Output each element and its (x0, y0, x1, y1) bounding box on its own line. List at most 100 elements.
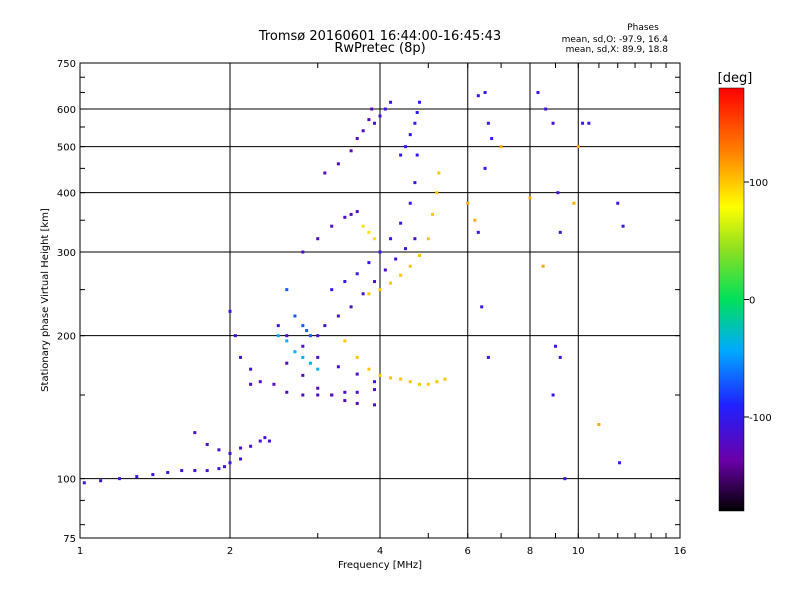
data-point (383, 268, 387, 272)
data-point (355, 137, 359, 141)
data-point (551, 393, 555, 397)
data-point (349, 149, 353, 153)
data-point (528, 196, 532, 200)
data-point (466, 201, 470, 205)
data-point (415, 110, 419, 114)
data-point (117, 477, 121, 481)
data-point (553, 344, 557, 348)
data-point (99, 479, 103, 483)
data-point (499, 145, 503, 149)
data-point (316, 237, 320, 241)
data-point (437, 171, 441, 175)
data-point (193, 469, 197, 473)
data-point (151, 473, 155, 477)
data-point (483, 166, 487, 170)
chart-title: Tromsø 20160601 16:44:00-16:45:43 (258, 29, 501, 44)
data-point (217, 467, 221, 471)
data-point (541, 264, 545, 268)
data-point (343, 280, 347, 284)
data-point (435, 191, 439, 195)
data-point (349, 212, 353, 216)
data-point (426, 382, 430, 386)
data-point (373, 380, 377, 384)
data-point (367, 292, 371, 296)
data-point (435, 380, 439, 384)
data-point (389, 237, 393, 241)
data-point (473, 218, 477, 222)
data-point (330, 224, 334, 228)
data-point (258, 439, 262, 443)
series-10 (399, 100, 421, 157)
data-point (82, 481, 86, 485)
data-point (258, 380, 262, 384)
data-point (355, 372, 359, 376)
data-point (361, 129, 365, 133)
data-point (135, 475, 139, 479)
data-point (233, 334, 237, 338)
series-16 (373, 100, 393, 125)
data-point (367, 261, 371, 265)
data-point (349, 305, 353, 309)
data-point (417, 100, 421, 104)
colorbar-ticks: 100 0 -100 (744, 178, 772, 424)
series-20 (466, 145, 601, 427)
data-point (480, 305, 484, 309)
x-tick-label: 6 (465, 546, 471, 557)
data-point (415, 153, 419, 157)
data-point (621, 224, 625, 228)
data-point (249, 367, 253, 371)
data-point (239, 446, 243, 450)
data-point (316, 393, 320, 397)
data-point (413, 237, 417, 241)
data-point (399, 273, 403, 277)
series-3 (249, 380, 377, 397)
data-point (476, 230, 480, 234)
data-point (394, 257, 398, 261)
series-7 (285, 288, 312, 338)
data-point (276, 324, 280, 328)
data-point (285, 288, 289, 292)
data-point (272, 382, 276, 386)
series-14 (323, 107, 374, 175)
data-point (399, 221, 403, 225)
y-tick-label: 750 (57, 59, 76, 70)
series-8 (316, 237, 417, 338)
data-point (301, 373, 305, 377)
data-point (336, 314, 340, 318)
data-point (239, 355, 243, 359)
series-19 (581, 121, 625, 465)
phase-stats-heading: Phases (627, 23, 659, 33)
data-point (431, 212, 435, 216)
data-point (581, 121, 585, 125)
series-6 (276, 334, 320, 371)
x-tick-label: 8 (527, 546, 533, 557)
series-1 (193, 431, 271, 455)
data-point (572, 201, 576, 205)
data-point (355, 355, 359, 359)
data-point (370, 107, 374, 111)
data-point (205, 469, 209, 473)
data-point (316, 367, 320, 371)
series-4 (276, 324, 377, 384)
data-points (82, 91, 625, 485)
data-point (426, 237, 430, 241)
data-point (355, 390, 359, 394)
data-point (267, 439, 271, 443)
data-point (417, 382, 421, 386)
data-point (476, 94, 480, 98)
data-point (413, 181, 417, 185)
data-point (373, 280, 377, 284)
data-point (361, 224, 365, 228)
data-point (361, 292, 365, 296)
series-2 (228, 309, 253, 371)
data-point (180, 469, 184, 473)
series-18 (536, 91, 567, 481)
x-tick-label: 10 (572, 546, 585, 557)
data-point (239, 457, 243, 461)
data-point (403, 145, 407, 149)
data-point (336, 162, 340, 166)
data-point (293, 314, 297, 318)
data-point (166, 471, 170, 475)
data-point (443, 377, 447, 381)
